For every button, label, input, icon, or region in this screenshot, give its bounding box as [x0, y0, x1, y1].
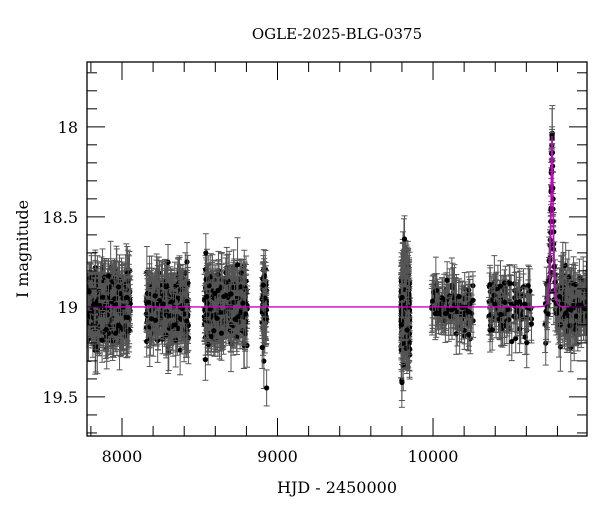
chart-title: OGLE-2025-BLG-0375	[252, 25, 422, 43]
x-axis-label: HJD - 2450000	[277, 478, 397, 497]
y-tick-label: 18	[58, 118, 78, 137]
x-tick-label: 8000	[102, 447, 143, 466]
y-tick-label: 19	[58, 298, 78, 317]
x-tick-label: 9000	[257, 447, 298, 466]
x-tick-label: 10000	[408, 447, 459, 466]
data-points	[87, 105, 587, 408]
y-tick-label: 18.5	[42, 208, 78, 227]
y-axis-label: I magnitude	[13, 200, 32, 298]
tick-labels: 8000 9000 10000 18 18.5 19 19.5	[42, 118, 458, 466]
axis-ticks	[87, 62, 587, 436]
y-tick-label: 19.5	[42, 388, 78, 407]
plot-frame	[86, 61, 588, 437]
model-curve	[87, 135, 587, 308]
